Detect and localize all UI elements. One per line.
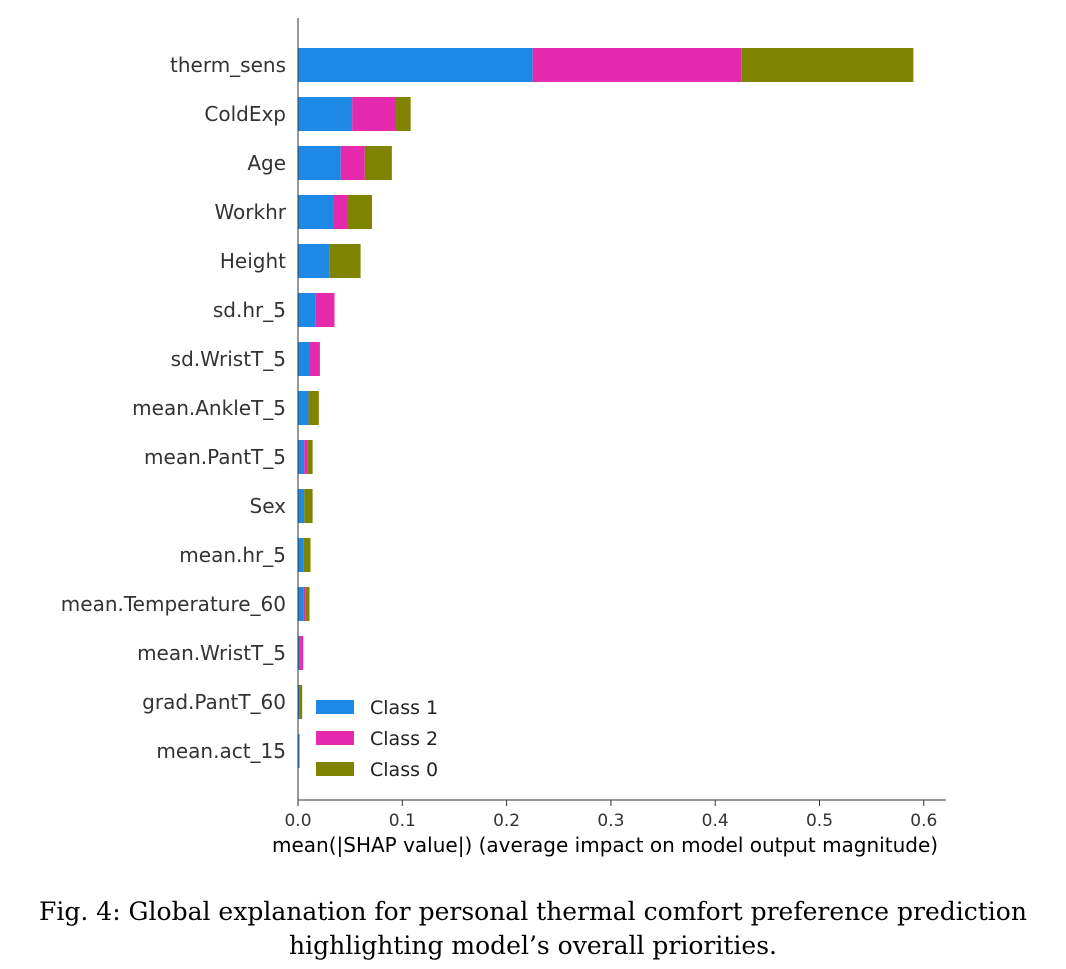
y-tick-label-coldexp: ColdExp (204, 102, 286, 126)
bar-mean-anklet-5-class-0 (308, 391, 319, 425)
x-tick-label-0: 0.0 (284, 811, 311, 831)
bar-sd-wristt-5-class-1 (298, 342, 310, 376)
bar-age-class-2 (340, 146, 365, 180)
x-tick-label-6: 0.6 (910, 811, 937, 831)
bar-sex-class-0 (304, 489, 313, 523)
y-tick-label-mean-wristt-5: mean.WristT_5 (137, 641, 286, 665)
y-tick-label-sd-wristt-5: sd.WristT_5 (171, 347, 286, 371)
bar-therm-sens-class-1 (298, 48, 533, 82)
legend-label-class-2: Class 2 (370, 728, 438, 750)
y-tick-label-mean-temperature-60: mean.Temperature_60 (61, 592, 286, 616)
x-tick-label-1: 0.1 (389, 811, 416, 831)
legend: Class 1 Class 2 Class 0 (316, 697, 438, 781)
bar-mean-temperature-60-class-1 (298, 587, 304, 621)
legend-swatch-class-2 (316, 731, 354, 745)
x-tick-label-4: 0.4 (702, 811, 729, 831)
bar-sd-hr-5-class-1 (298, 293, 316, 327)
bar-therm-sens-class-2 (532, 48, 742, 82)
y-tick-label-mean-anklet-5: mean.AnkleT_5 (132, 396, 286, 420)
bar-workhr-class-2 (333, 195, 348, 229)
figure-caption: Fig. 4: Global explanation for personal … (0, 895, 1066, 963)
bar-sd-wristt-5-class-2 (309, 342, 320, 376)
legend-label-class-1: Class 1 (370, 697, 438, 719)
bar-mean-hr-5-class-0 (303, 538, 311, 572)
y-tick-label-grad-pantt-60: grad.PantT_60 (142, 690, 286, 714)
bar-coldexp-class-0 (396, 97, 411, 131)
shap-bar-chart: therm_sens ColdExp Age Workhr Height sd.hr_5s… (61, 18, 946, 857)
y-tick-label-sd-hr-5: sd.hr_5 (213, 298, 286, 322)
caption-line-2: highlighting model’s overall priorities. (289, 931, 777, 960)
bar-workhr-class-1 (298, 195, 334, 229)
bar-mean-pantt-5-class-1 (298, 440, 305, 474)
x-tick-label-3: 0.3 (597, 811, 624, 831)
bar-mean-pantt-5-class-0 (307, 440, 313, 474)
y-tick-label-workhr: Workhr (214, 200, 286, 224)
y-tick-label-age: Age (247, 151, 286, 175)
y-tick-label-mean-pantt-5: mean.PantT_5 (144, 445, 286, 469)
y-tick-labels: therm_sens ColdExp Age Workhr Height sd.hr_5s… (61, 53, 287, 763)
bar-grad-pantt-60-class-0 (299, 685, 303, 719)
y-tick-label-mean-hr-5: mean.hr_5 (179, 543, 286, 567)
bar-grad-pantt-60-class-1 (298, 685, 300, 719)
bar-sd-hr-5-class-2 (315, 293, 335, 327)
bar-mean-wristt-5-class-1 (298, 636, 301, 670)
bar-mean-anklet-5-class-1 (298, 391, 309, 425)
bar-age-class-0 (364, 146, 392, 180)
bar-sex-class-1 (298, 489, 305, 523)
bars-group (298, 48, 914, 768)
bar-age-class-1 (298, 146, 341, 180)
legend-label-class-0: Class 0 (370, 759, 438, 781)
x-tick-label-2: 0.2 (493, 811, 520, 831)
y-tick-label-therm-sens: therm_sens (170, 53, 286, 77)
bar-mean-hr-5-class-1 (298, 538, 304, 572)
bar-height-class-0 (329, 244, 361, 278)
bar-workhr-class-0 (347, 195, 373, 229)
bar-mean-temperature-60-class-2 (303, 587, 306, 621)
x-axis-title: mean(|SHAP value|) (average impact on mo… (272, 833, 938, 857)
legend-swatch-class-1 (316, 700, 354, 714)
caption-line-1: Fig. 4: Global explanation for personal … (39, 897, 1027, 926)
bar-mean-temperature-60-class-0 (305, 587, 310, 621)
y-tick-label-mean-act-15: mean.act_15 (156, 739, 286, 763)
bar-coldexp-class-1 (298, 97, 353, 131)
legend-swatch-class-0 (316, 762, 354, 776)
bar-mean-pantt-5-class-2 (304, 440, 308, 474)
x-tick-label-5: 0.5 (806, 811, 833, 831)
bar-coldexp-class-2 (352, 97, 397, 131)
bar-mean-act-15-class-1 (298, 734, 300, 768)
y-tick-label-sex: Sex (250, 494, 287, 518)
bar-therm-sens-class-0 (741, 48, 914, 82)
bar-height-class-1 (298, 244, 330, 278)
y-tick-label-height: Height (220, 249, 286, 273)
bar-mean-wristt-5-class-2 (300, 636, 304, 670)
